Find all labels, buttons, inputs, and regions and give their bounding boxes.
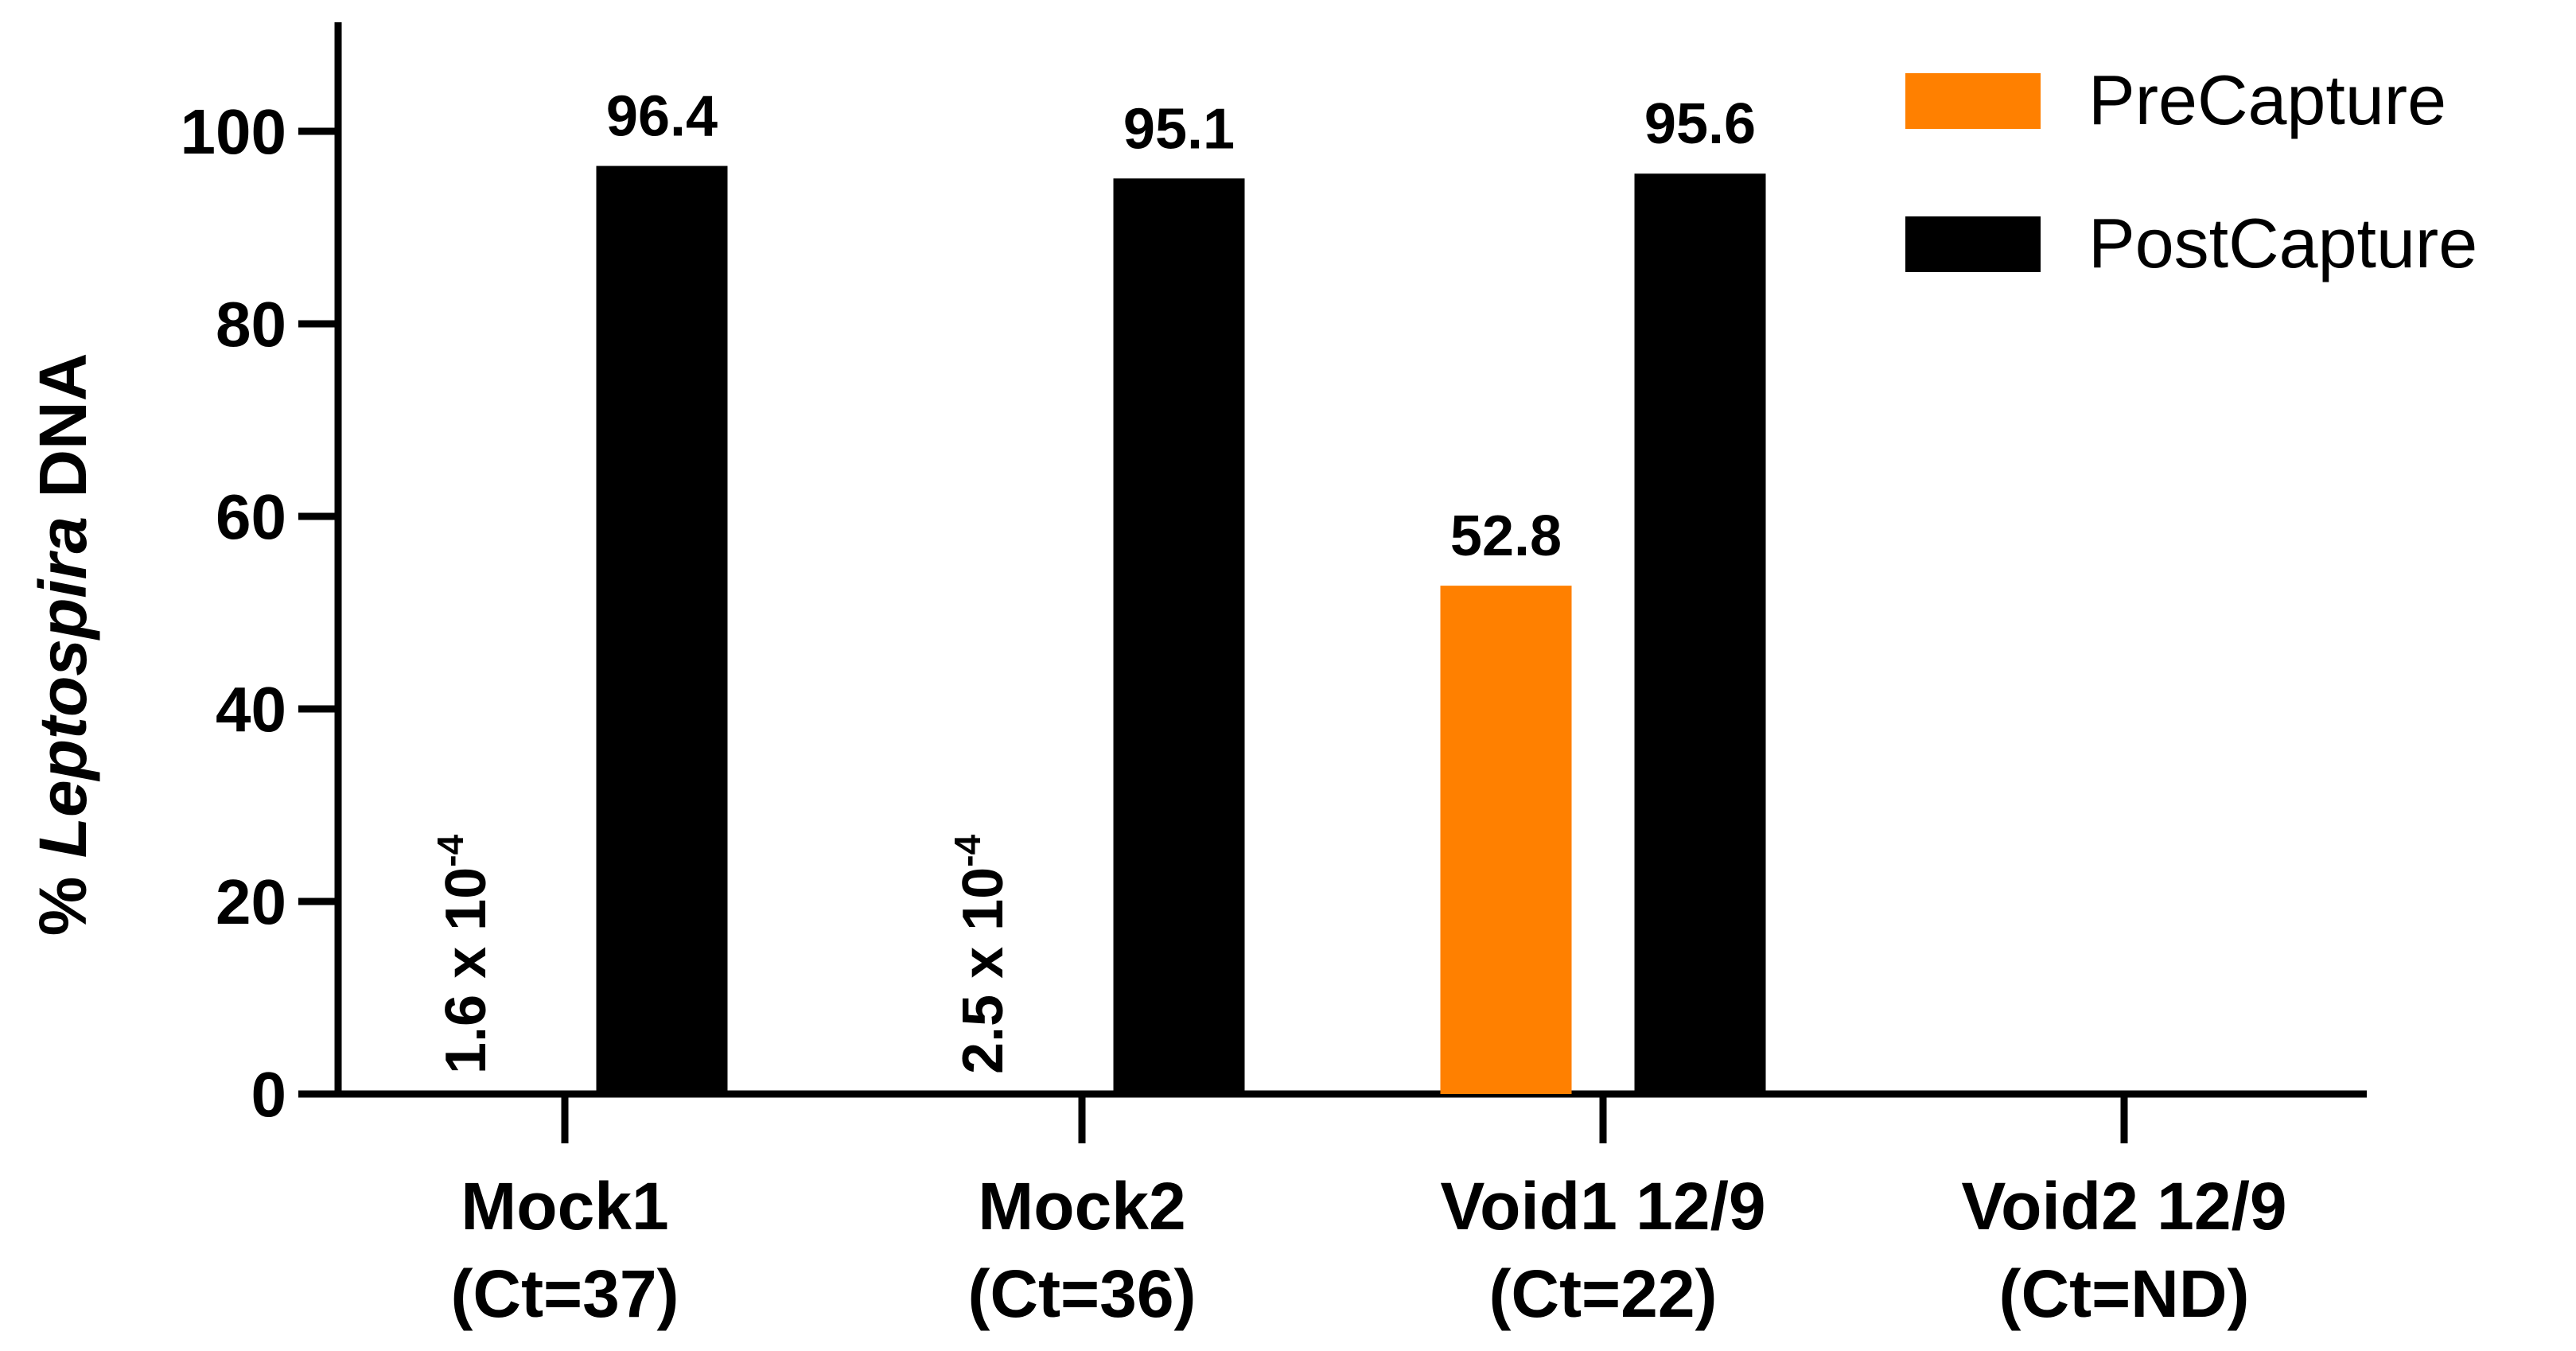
x-tick-label-sub: (Ct=36) (967, 1256, 1196, 1331)
bar-postcapture (1113, 178, 1245, 1094)
y-tick-label: 0 (251, 1059, 287, 1130)
y-tick-label: 100 (181, 96, 286, 167)
data-label-base: 1.6 x 10 (434, 867, 498, 1074)
data-label-exponent: -4 (430, 834, 471, 866)
bar-data-label: 95.6 (1644, 92, 1756, 156)
y-axis-title-part: DNA (25, 353, 100, 516)
bar-data-label: 52.8 (1450, 504, 1562, 568)
bar-data-label: 96.4 (606, 85, 718, 149)
data-label-base: 2.5 x 10 (951, 867, 1015, 1074)
y-axis-title-part: Leptospira (25, 516, 100, 858)
legend-swatch-postcapture (1905, 216, 2041, 272)
y-tick-label: 80 (216, 289, 286, 360)
x-tick-label: Void2 12/9 (1961, 1169, 2286, 1244)
x-tick-label: Void1 12/9 (1440, 1169, 1765, 1244)
legend-swatch-precapture (1905, 73, 2041, 129)
bar-postcapture (1634, 173, 1766, 1095)
bar-precapture (1440, 586, 1572, 1094)
x-tick-label-sub: (Ct=22) (1488, 1256, 1717, 1331)
bar-data-label: 1.6 x 10-4 (430, 834, 498, 1074)
y-axis-title-part: % (25, 858, 100, 936)
legend-label-postcapture: PostCapture (2088, 204, 2477, 282)
data-label-exponent: -4 (947, 834, 988, 866)
y-tick-label: 40 (216, 674, 286, 745)
x-tick-label: Mock2 (978, 1169, 1185, 1244)
y-tick-label: 60 (216, 481, 286, 552)
x-tick-label-sub: (Ct=ND) (1999, 1256, 2250, 1331)
y-axis-title: % Leptospira DNA (25, 353, 100, 936)
y-tick-label: 20 (216, 866, 286, 937)
x-tick-label-sub: (Ct=37) (450, 1256, 679, 1331)
bar-data-label: 2.5 x 10-4 (947, 834, 1015, 1074)
x-tick-label: Mock1 (461, 1169, 668, 1244)
bar-data-label: 95.1 (1123, 97, 1235, 161)
legend-label-precapture: PreCapture (2088, 60, 2446, 139)
bar-postcapture (596, 165, 728, 1094)
